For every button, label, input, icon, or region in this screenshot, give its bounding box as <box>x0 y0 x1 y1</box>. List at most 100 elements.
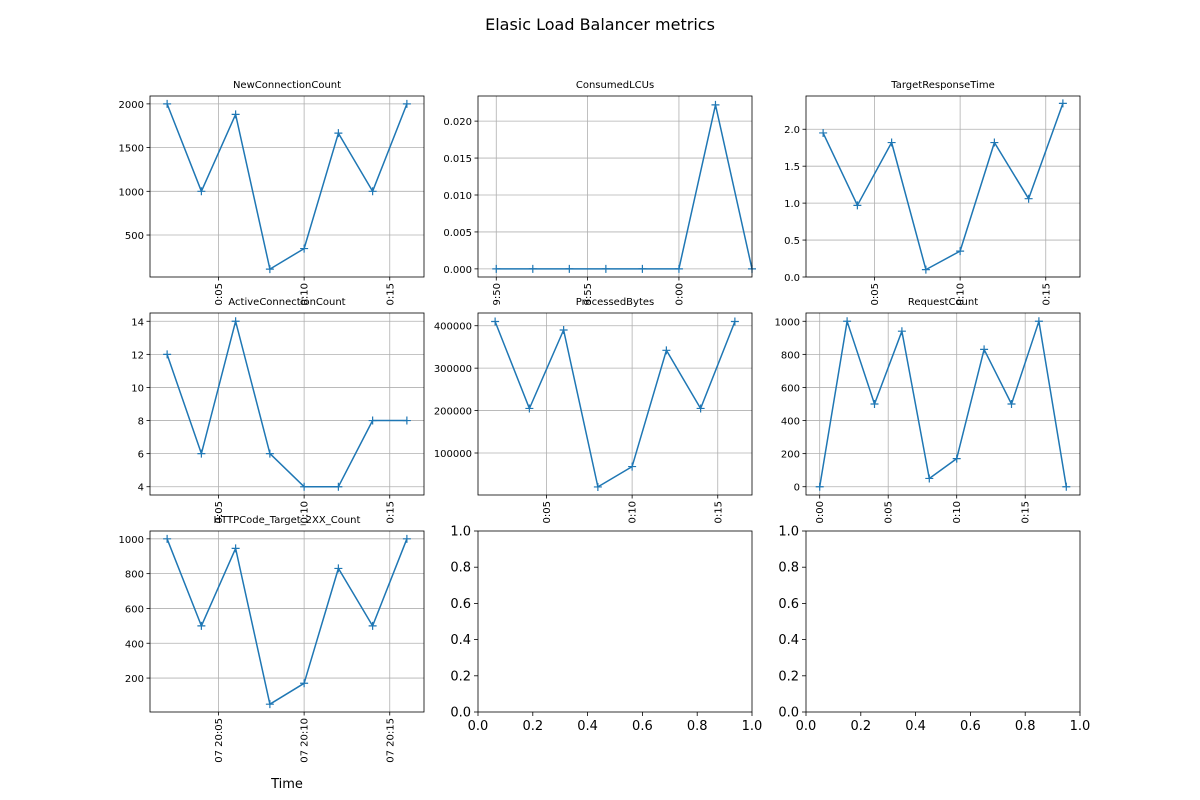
y-tick-label: 0.0 <box>450 706 471 721</box>
data-point <box>231 544 240 553</box>
data-point <box>525 404 534 413</box>
x-tick-label: 0.4 <box>905 719 926 734</box>
data-point <box>952 454 961 463</box>
subplot-title: HTTPCode_Target_2XX_Count <box>214 515 361 526</box>
y-tick-label: 0.6 <box>778 597 799 612</box>
y-tick-label: 6 <box>138 450 144 461</box>
y-tick-label: 200000 <box>434 407 472 418</box>
y-tick-label: 0.015 <box>443 154 472 165</box>
data-point <box>897 327 906 336</box>
data-point <box>601 264 610 273</box>
y-tick-label: 0.4 <box>450 633 471 648</box>
x-tick-label: 0:15 <box>385 501 396 523</box>
y-tick-label: 0.010 <box>443 191 472 202</box>
data-point <box>559 325 568 334</box>
y-tick-label: 1500 <box>119 144 144 155</box>
y-tick-label: 0.4 <box>778 633 799 648</box>
x-tick-label: 0.2 <box>850 719 871 734</box>
data-point <box>628 462 637 471</box>
x-tick-label: 0.8 <box>687 719 708 734</box>
grid <box>150 313 424 495</box>
y-tick-label: 10 <box>131 383 144 394</box>
data-point <box>815 482 824 491</box>
figure-title: Elasic Load Balancer metrics <box>485 15 715 34</box>
x-tick-label: 0.2 <box>522 719 543 734</box>
x-tick-label: 0.8 <box>1015 719 1036 734</box>
y-tick-label: 2.0 <box>784 125 800 136</box>
data-point <box>231 317 240 326</box>
x-tick-label: 0:10 <box>300 501 311 523</box>
y-tick-label: 0.6 <box>450 597 471 612</box>
data-point <box>300 244 309 253</box>
x-tick-label: 0:15 <box>713 501 724 523</box>
series-line <box>818 320 1068 487</box>
grid <box>150 531 424 712</box>
y-tick-label: 0.0 <box>778 706 799 721</box>
y-tick-label: 400 <box>125 639 144 650</box>
data-point <box>1034 317 1043 326</box>
axes-frame <box>805 312 1081 496</box>
data-point <box>402 99 411 108</box>
axes-frame <box>149 312 425 496</box>
x-tick-label: 9:50 <box>492 283 503 305</box>
data-point <box>980 345 989 354</box>
data-point <box>491 317 500 326</box>
y-tick-label: 1000 <box>119 187 144 198</box>
x-tick-label: 0.4 <box>577 719 598 734</box>
series-line <box>166 320 407 488</box>
y-tick-label: 600 <box>781 383 800 394</box>
data-point <box>1062 482 1071 491</box>
subplot-title: RequestCount <box>908 297 978 308</box>
data-point <box>843 317 852 326</box>
data-point <box>334 129 343 138</box>
data-point <box>565 264 574 273</box>
data-point <box>300 482 309 491</box>
data-point <box>819 128 828 137</box>
data-point <box>1007 400 1016 408</box>
x-tick-label: 07 20:10 <box>300 718 311 763</box>
axes-frame <box>477 312 753 496</box>
y-tick-label: 1.5 <box>784 162 800 173</box>
subplot-2: 0.000 0.005 0.010 0.015 0.020 9:50 9:55 0:00 Con… <box>443 80 756 305</box>
subplot-7: 200 400 600 800 1000 07 20:05 07 20:10 07 20:15… <box>119 515 425 792</box>
data-point <box>730 317 739 326</box>
data-point <box>265 265 274 274</box>
data-point <box>197 449 206 458</box>
y-tick-label: 1.0 <box>784 199 800 210</box>
y-tick-label: 200 <box>781 450 800 461</box>
y-tick-label: 14 <box>131 317 144 328</box>
data-point <box>402 416 411 425</box>
data-point <box>956 247 965 256</box>
data-point <box>674 264 683 273</box>
subplot-5: 100000 200000 300000 400000 0:05 0:10 0:15 Proc… <box>434 297 753 523</box>
grid <box>478 313 752 495</box>
data-point <box>1024 194 1033 203</box>
subplot-3: 0.0 0.5 1.0 1.5 2.0 0:05 0:10 0:15 TargetRespons… <box>784 80 1081 305</box>
data-point <box>1058 99 1067 108</box>
x-tick-label: 1.0 <box>1070 719 1091 734</box>
y-tick-label: 0.020 <box>443 117 472 128</box>
data-point <box>265 449 274 458</box>
axes-frame <box>149 530 425 713</box>
y-tick-label: 200 <box>125 674 144 685</box>
y-tick-label: 300000 <box>434 364 472 375</box>
x-tick-label: 0.6 <box>632 719 653 734</box>
data-point <box>300 679 309 688</box>
data-point <box>163 99 172 108</box>
x-tick-label: 9:55 <box>583 283 594 305</box>
grid <box>806 313 1080 495</box>
y-tick-label: 1.0 <box>778 525 799 540</box>
y-tick-label: 1000 <box>775 317 800 328</box>
axes-frame <box>149 95 425 278</box>
data-point <box>887 138 896 147</box>
y-tick-label: 12 <box>131 350 144 361</box>
y-tick-label: 0 <box>794 483 800 494</box>
data-point <box>711 100 720 109</box>
series-line <box>166 103 408 270</box>
y-tick-label: 0.5 <box>784 236 800 247</box>
x-tick-label: 0:00 <box>674 283 685 305</box>
y-tick-label: 0.0 <box>784 273 800 284</box>
data-point <box>197 621 206 630</box>
series-line <box>822 103 1064 271</box>
